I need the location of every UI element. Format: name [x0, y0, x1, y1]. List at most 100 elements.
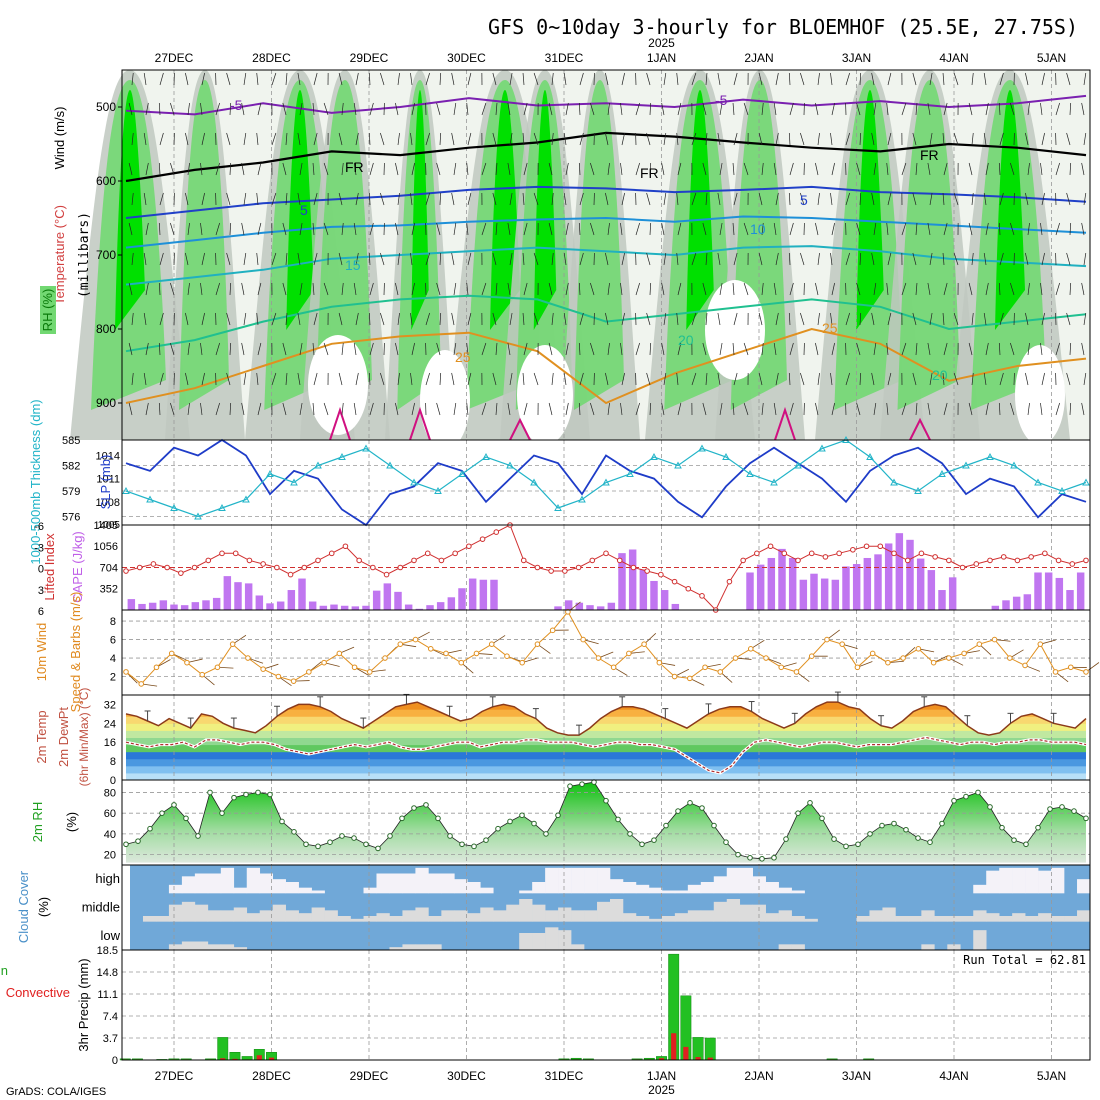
lifted-index-point [123, 568, 129, 574]
rh-point [495, 825, 501, 832]
wind-speed-point [519, 659, 525, 666]
wind-barb [968, 222, 973, 236]
wind-barb [773, 222, 777, 236]
wind-barb [243, 192, 247, 206]
isotherm-line [125, 131, 1087, 183]
contour-label: 20 [932, 367, 948, 383]
isotherm-hot-spike [509, 417, 531, 441]
wind-barb [773, 102, 777, 116]
wind-barb [705, 132, 708, 146]
wind-barb [185, 192, 189, 206]
wind-barb [859, 372, 862, 386]
wind-barb [368, 72, 371, 86]
cape-bar [767, 557, 776, 610]
wind-barb [732, 222, 735, 236]
cape-bar [586, 605, 594, 610]
wind-barb [507, 162, 511, 176]
wind-barb [915, 342, 918, 356]
wind-barb [942, 372, 945, 386]
wind-barb [815, 162, 819, 176]
cape-bar [564, 600, 573, 610]
wind-barb [380, 192, 385, 206]
wind-barb [282, 342, 287, 356]
wind-barb [953, 312, 959, 326]
top-date-label: 27DEC [155, 51, 194, 65]
wind-barb [410, 312, 413, 326]
wind-barb [621, 192, 625, 206]
top-year-label: 2025 [648, 36, 675, 50]
rh-point [915, 835, 921, 841]
cloud-level-label: middle [82, 900, 120, 915]
cloud-cell [545, 927, 559, 950]
cloud-cell [700, 910, 715, 922]
lifted-index-point [493, 529, 500, 535]
wind-barb [145, 102, 149, 116]
rh-point [999, 824, 1005, 831]
cape-bar [799, 579, 808, 610]
rh-point [1071, 808, 1077, 814]
cloud-cell [765, 882, 779, 894]
wind-barb [901, 402, 907, 416]
wind-barb [773, 282, 777, 296]
wind-barb [380, 132, 385, 146]
wind-speed-point [656, 659, 663, 666]
wind-barb [761, 102, 764, 116]
wind-barb [170, 222, 175, 236]
wind-speed-point [123, 669, 129, 675]
wind-barb [1069, 342, 1072, 356]
wind-barb [859, 132, 862, 146]
cape-bar [298, 578, 306, 610]
wind-barb [971, 312, 974, 326]
rh-point [435, 815, 441, 822]
precip-total-bar [217, 1037, 229, 1061]
contour-label: FR [920, 147, 939, 163]
wind-barb [368, 312, 371, 326]
rh-point [831, 836, 837, 842]
slp-ylabel: SLP (mb) [98, 455, 113, 510]
wind-barb [299, 102, 303, 116]
rh-point [675, 808, 681, 814]
wind-barb [702, 162, 707, 176]
rh-ylabel-unit: (%) [64, 812, 79, 832]
wind-barb [1083, 312, 1087, 326]
wind-barb [187, 222, 190, 236]
cloud-cell [376, 873, 390, 894]
wind-barb [131, 72, 134, 86]
wind-speed-point [869, 650, 876, 657]
lifted-index-point [479, 536, 486, 542]
cloud-cell [1051, 916, 1065, 922]
bottom-date-label: 30DEC [447, 1069, 486, 1083]
wind-barb [353, 162, 357, 176]
wind-barb [927, 402, 931, 416]
cloud-cell [376, 913, 390, 922]
wind-barb [830, 132, 833, 146]
wind-barb [229, 222, 232, 236]
wind-barb [817, 72, 820, 86]
wind-barb [297, 252, 301, 266]
rh-point [483, 837, 489, 843]
wind-barb [453, 282, 457, 296]
rh-point [543, 831, 549, 837]
bottom-date-label: 3JAN [842, 1069, 871, 1083]
wind-barb [856, 162, 861, 176]
wind-barb [1066, 372, 1071, 386]
wind-barb [702, 282, 707, 296]
rh-point [891, 820, 897, 827]
thickness-point [818, 444, 826, 452]
wind-barb [788, 132, 791, 146]
rh-bright-plume [490, 90, 520, 330]
precip-tick-label: 0 [112, 1055, 118, 1067]
cloud-cell [220, 910, 235, 922]
lifted-index-point [520, 557, 527, 564]
cloud-cell [1077, 910, 1091, 922]
temp-band [126, 730, 1086, 738]
thickness-point [890, 478, 898, 486]
thickness-point [410, 478, 418, 486]
wind-barb [942, 252, 945, 266]
cape-bar [884, 543, 893, 610]
wind-barb [831, 102, 835, 116]
wind-barb [271, 72, 277, 86]
wind-barb [523, 222, 528, 236]
wind-barb [522, 312, 525, 326]
